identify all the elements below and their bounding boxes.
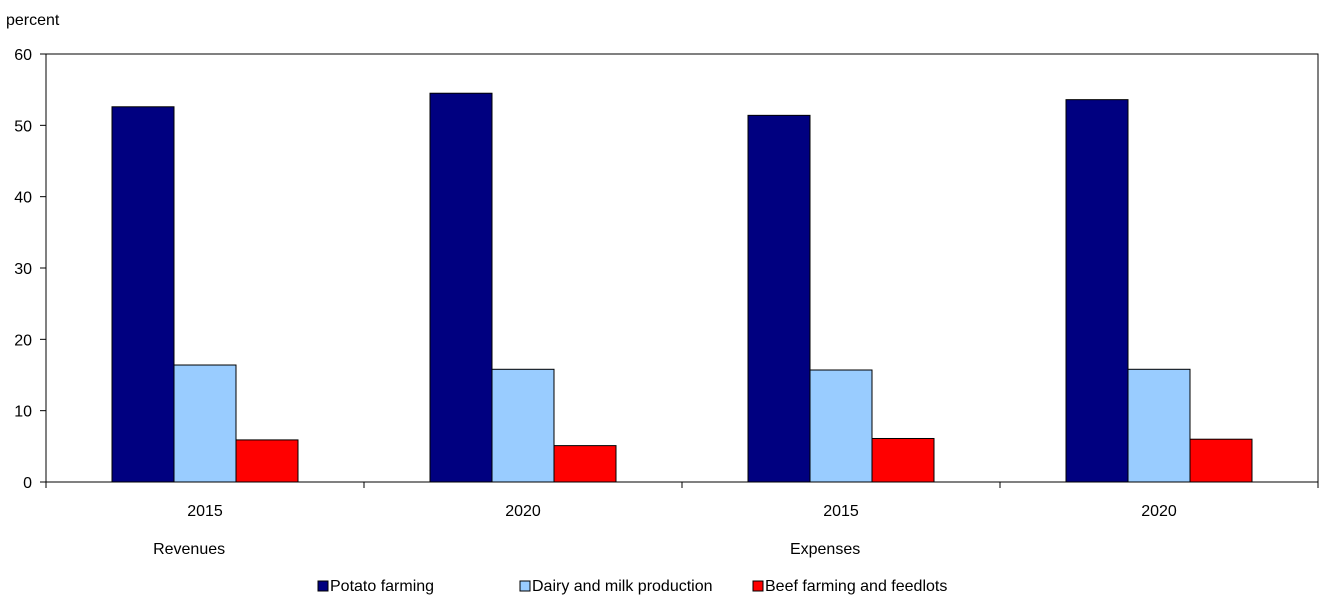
legend-swatch	[317, 580, 329, 592]
bar	[1189, 438, 1253, 483]
bar	[173, 364, 237, 483]
legend: Potato farming Dairy and milk production B…	[317, 578, 947, 595]
group-label: Revenues	[153, 541, 225, 558]
x-tick-label: 2020	[1141, 503, 1177, 520]
legend-label: Dairy and milk production	[532, 578, 713, 595]
plot-area: 0 10 20 30 40 50 60 2015 2020 2015 2020 Revenues Exp…	[14, 47, 1319, 558]
bar	[1127, 368, 1191, 483]
y-tick-label: 20	[14, 332, 32, 349]
y-tick-label: 50	[14, 118, 32, 135]
group-label: Expenses	[790, 541, 860, 558]
legend-swatch	[752, 580, 764, 592]
x-tick-label: 2020	[505, 503, 541, 520]
bar	[429, 92, 493, 483]
legend-swatch	[519, 580, 531, 592]
y-tick-label: 10	[14, 404, 32, 421]
bar	[553, 445, 617, 483]
y-tick-label: 0	[23, 475, 32, 492]
bar	[1065, 99, 1129, 483]
legend-label: Beef farming and feedlots	[765, 578, 947, 595]
bar	[111, 106, 175, 483]
bar	[871, 437, 935, 483]
y-tick-label: 60	[14, 47, 32, 64]
bar	[809, 369, 873, 483]
bar	[747, 114, 811, 483]
y-tick-label: 40	[14, 190, 32, 207]
y-axis-label: percent	[6, 12, 60, 29]
x-tick-label: 2015	[823, 503, 859, 520]
bar	[491, 368, 555, 483]
legend-label: Potato farming	[330, 578, 434, 595]
x-tick-label: 2015	[187, 503, 223, 520]
y-tick-label: 30	[14, 261, 32, 278]
bar	[235, 439, 299, 483]
